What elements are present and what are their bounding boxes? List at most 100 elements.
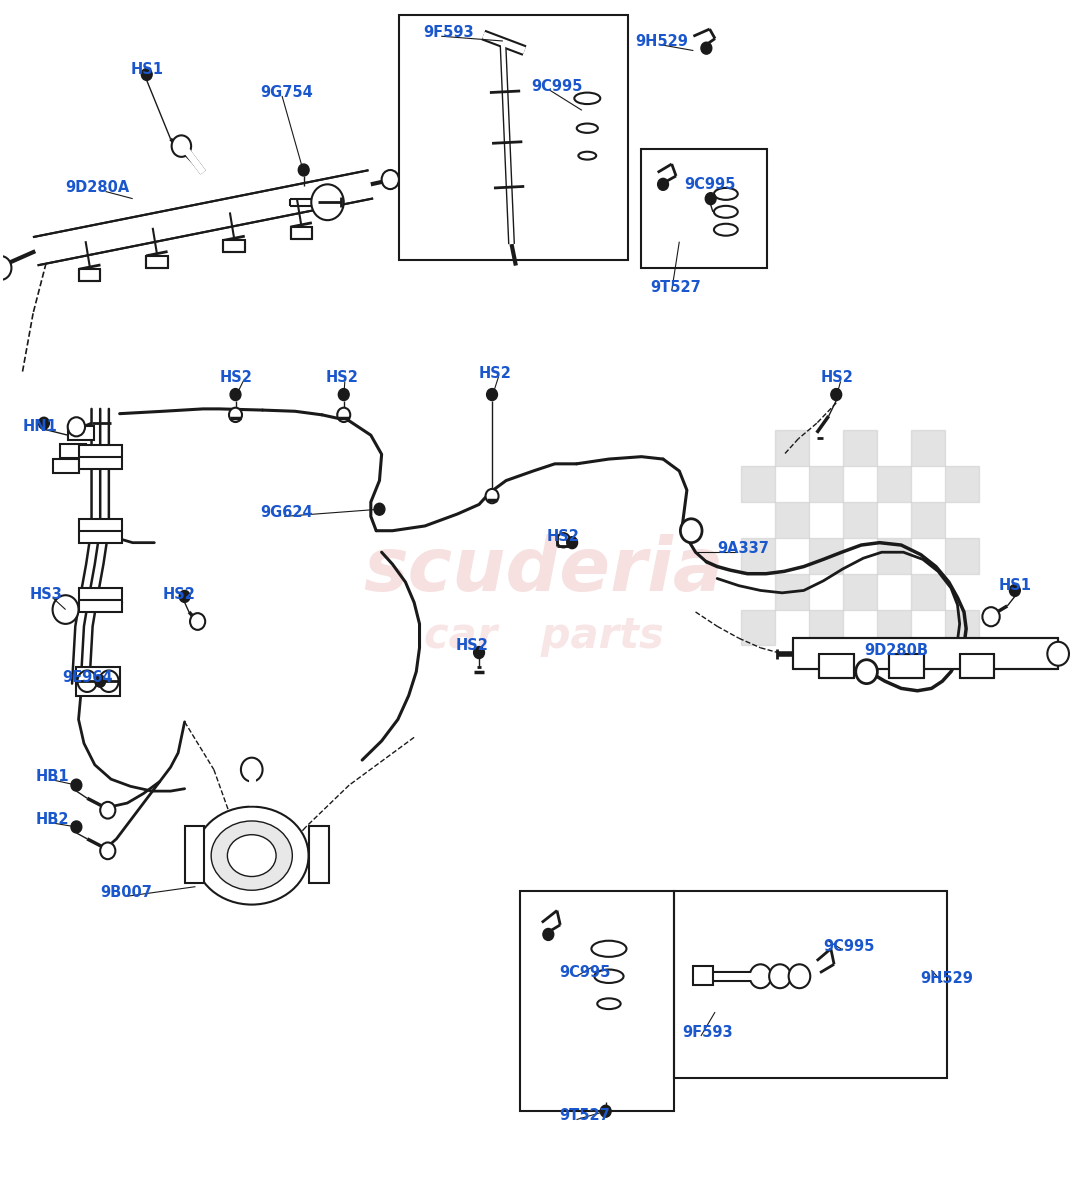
Bar — [889, 654, 924, 678]
Bar — [945, 610, 979, 646]
Text: scuderia: scuderia — [363, 534, 725, 607]
Circle shape — [338, 389, 349, 401]
Text: HB2: HB2 — [35, 812, 69, 827]
Ellipse shape — [714, 223, 738, 235]
Bar — [309, 826, 329, 883]
Bar — [67, 426, 94, 440]
Bar — [642, 149, 767, 268]
Circle shape — [99, 671, 119, 692]
Circle shape — [71, 821, 82, 833]
Circle shape — [61, 605, 70, 614]
Bar — [911, 431, 945, 467]
Circle shape — [337, 408, 350, 422]
Circle shape — [1010, 584, 1021, 596]
Circle shape — [228, 408, 242, 422]
Circle shape — [0, 256, 12, 280]
Circle shape — [141, 68, 152, 80]
Circle shape — [180, 590, 190, 602]
Bar — [693, 966, 713, 985]
Text: HS1: HS1 — [131, 62, 163, 77]
Circle shape — [38, 418, 49, 430]
Bar — [520, 892, 673, 1111]
Text: car   parts: car parts — [424, 614, 664, 656]
Ellipse shape — [714, 206, 738, 217]
Ellipse shape — [211, 821, 293, 890]
Text: 9C995: 9C995 — [684, 176, 737, 192]
Bar — [809, 538, 843, 574]
Circle shape — [172, 136, 191, 157]
Circle shape — [657, 179, 668, 191]
Bar — [877, 467, 911, 502]
Circle shape — [543, 929, 554, 941]
Text: 9T527: 9T527 — [559, 1109, 610, 1123]
Text: HS2: HS2 — [479, 366, 512, 380]
Text: 9B007: 9B007 — [100, 886, 152, 900]
Bar — [60, 444, 86, 458]
Text: 9A337: 9A337 — [717, 541, 769, 556]
Bar — [78, 445, 122, 469]
Polygon shape — [33, 170, 373, 265]
Bar — [843, 574, 877, 610]
Ellipse shape — [592, 941, 627, 956]
Bar — [819, 654, 854, 678]
Circle shape — [557, 533, 570, 547]
Bar — [673, 892, 947, 1078]
Circle shape — [750, 965, 771, 988]
Circle shape — [1048, 642, 1070, 666]
Text: HS2: HS2 — [220, 371, 252, 385]
Bar — [960, 654, 994, 678]
Circle shape — [567, 536, 578, 548]
Bar — [911, 502, 945, 538]
Bar — [945, 538, 979, 574]
Ellipse shape — [574, 92, 601, 104]
Ellipse shape — [714, 188, 738, 200]
Circle shape — [190, 613, 206, 630]
Circle shape — [701, 42, 712, 54]
Circle shape — [485, 488, 498, 503]
Bar — [775, 574, 809, 610]
Bar — [775, 502, 809, 538]
Bar — [775, 431, 809, 467]
Bar — [843, 431, 877, 467]
Text: HN1: HN1 — [22, 419, 58, 434]
Ellipse shape — [195, 806, 309, 905]
Circle shape — [680, 518, 702, 542]
Bar — [223, 240, 245, 252]
Text: 9C995: 9C995 — [824, 938, 875, 954]
Circle shape — [382, 170, 399, 190]
Ellipse shape — [597, 998, 620, 1009]
Bar — [877, 610, 911, 646]
Bar — [945, 467, 979, 502]
Bar — [146, 256, 168, 268]
Circle shape — [52, 595, 78, 624]
Circle shape — [95, 676, 106, 688]
Bar — [185, 826, 205, 883]
Ellipse shape — [579, 151, 596, 160]
Bar — [843, 502, 877, 538]
Bar — [793, 638, 1059, 670]
Bar — [78, 518, 122, 542]
Circle shape — [705, 193, 716, 205]
Bar — [877, 538, 911, 574]
Text: 9H529: 9H529 — [920, 971, 974, 986]
Circle shape — [311, 185, 344, 220]
Circle shape — [374, 503, 385, 515]
Circle shape — [100, 802, 115, 818]
Text: HS1: HS1 — [999, 578, 1031, 593]
Bar — [809, 610, 843, 646]
Text: 9D280B: 9D280B — [864, 643, 928, 658]
Ellipse shape — [577, 124, 597, 133]
Circle shape — [769, 965, 791, 988]
Bar — [741, 538, 775, 574]
Bar — [741, 610, 775, 646]
Bar — [741, 467, 775, 502]
Polygon shape — [289, 199, 318, 206]
Circle shape — [67, 418, 85, 437]
Text: HS2: HS2 — [325, 371, 358, 385]
Circle shape — [982, 607, 1000, 626]
Text: 9F593: 9F593 — [423, 25, 473, 40]
Circle shape — [230, 389, 240, 401]
Ellipse shape — [227, 835, 276, 876]
Circle shape — [856, 660, 877, 684]
Text: HS2: HS2 — [455, 638, 489, 653]
